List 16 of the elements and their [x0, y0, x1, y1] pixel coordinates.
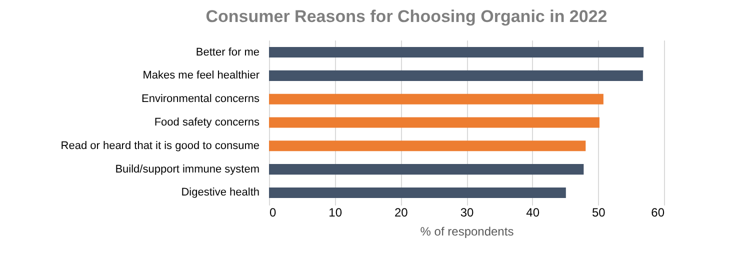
chart-title: Consumer Reasons for Choosing Organic in 2022 — [206, 7, 608, 26]
x-tick-label: 0 — [270, 206, 276, 220]
y-tick-label: Read or heard that it is good to consume — [60, 140, 260, 152]
y-tick-label: Environmental concerns — [141, 93, 260, 106]
x-tick-label: 60 — [651, 206, 665, 220]
y-tick-label: Digestive health — [181, 186, 260, 199]
x-tick-label: 10 — [328, 206, 342, 220]
y-tick-label: Better for me — [196, 46, 260, 58]
x-tick-label: 50 — [592, 206, 606, 220]
y-tick-label: Build/support immune system — [115, 163, 260, 176]
x-tick-label: 20 — [394, 206, 408, 220]
y-tick-label: Food safety concerns — [154, 116, 260, 128]
x-tick-label: 40 — [526, 206, 540, 220]
y-tick-label: Makes me feel healthier — [142, 70, 260, 82]
x-axis-title: % of respondents — [420, 224, 514, 238]
x-tick-label: 30 — [460, 206, 474, 220]
